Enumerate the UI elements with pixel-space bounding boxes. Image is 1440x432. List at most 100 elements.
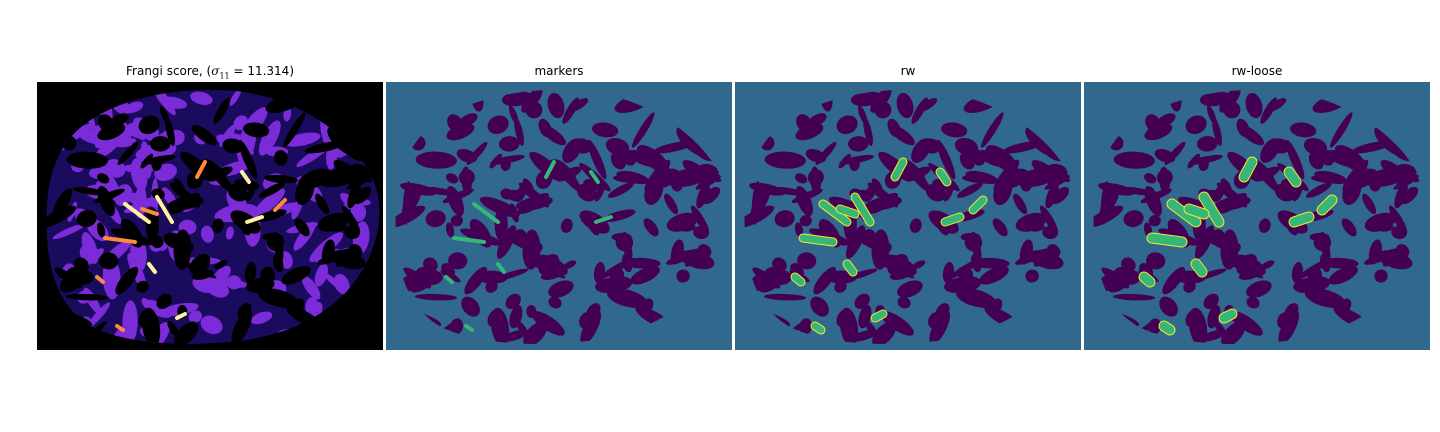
vessel-response: [155, 195, 174, 224]
tissue-region: [446, 173, 459, 184]
tissue-region: [52, 223, 86, 240]
tissue-region: [971, 257, 1010, 269]
vessel-segment: [1184, 204, 1209, 219]
tissue-region: [959, 151, 975, 170]
tissue-region: [849, 157, 860, 171]
tissue-region: [487, 115, 509, 135]
tissue-region: [234, 178, 260, 191]
tissue-region: [751, 181, 761, 225]
tissue-region: [878, 151, 911, 181]
tissue-region: [1144, 123, 1173, 141]
tissue-region: [696, 182, 710, 209]
vessel-segment: [836, 205, 859, 218]
vessel-segment: [1159, 321, 1175, 335]
tissue-region: [980, 112, 1004, 148]
tissue-region: [211, 218, 224, 233]
marker-segment: [444, 275, 454, 284]
tissue-region: [415, 151, 457, 169]
tissue-region: [1374, 126, 1406, 157]
marker-segment: [472, 202, 500, 224]
tissue-region: [1112, 293, 1156, 301]
tissue-region: [580, 309, 602, 344]
tissue-region: [555, 166, 582, 182]
tissue-region: [214, 260, 228, 270]
tissue-region: [1229, 310, 1263, 336]
vessel-segment: [871, 310, 887, 322]
tissue-region: [838, 153, 852, 169]
tissue-region: [1194, 225, 1215, 259]
tissue-region: [458, 169, 475, 186]
tissue-region: [526, 241, 543, 255]
title-value: = 11.314): [229, 64, 294, 78]
tissue-region: [97, 123, 126, 141]
vessel-response: [103, 236, 137, 244]
tissue-region: [150, 136, 171, 152]
tissue-region: [836, 115, 858, 135]
vessel-segment: [811, 322, 825, 334]
tissue-region: [402, 181, 412, 225]
tissue-region: [140, 153, 154, 169]
tissue-region: [1144, 173, 1157, 184]
tissue-region: [509, 304, 523, 329]
tissue-region: [875, 241, 892, 255]
vessel-segment: [1239, 157, 1257, 182]
tissue-region: [794, 222, 804, 238]
tissue-region: [180, 151, 213, 181]
tissue-region: [587, 139, 607, 180]
tissue-region: [929, 309, 951, 344]
tissue-region: [188, 310, 203, 323]
tissue-region: [305, 296, 319, 317]
tissue-region: [281, 266, 311, 285]
vessel-segment: [1139, 272, 1155, 287]
tissue-region: [231, 309, 253, 344]
marker-segment: [594, 215, 613, 224]
tissue-region: [500, 157, 511, 171]
tissue-region: [445, 222, 455, 238]
tissue-region: [548, 296, 562, 309]
tissue-region: [514, 117, 524, 146]
tissue-region: [282, 112, 306, 148]
tissue-region: [1266, 98, 1287, 112]
tissue-region: [1199, 329, 1228, 342]
tissue-region: [489, 153, 503, 169]
tissue-region: [263, 174, 299, 184]
tissue-region: [266, 233, 285, 252]
tissue-region: [485, 280, 498, 293]
tissue-region: [896, 92, 914, 119]
tissue-region: [446, 123, 475, 141]
panel-title-frangi: Frangi score, (σ11 = 11.314): [37, 63, 383, 84]
sigma-symbol: σ11: [211, 64, 230, 81]
tissue-region: [200, 315, 223, 335]
tissue-region: [928, 312, 943, 329]
tissue-region: [205, 279, 229, 298]
tissue-region: [350, 203, 367, 222]
vessel-segment: [1219, 309, 1237, 323]
tissue-region: [845, 225, 866, 259]
tissue-region: [246, 277, 275, 293]
tissue-region: [1219, 89, 1241, 113]
tissue-region: [226, 275, 242, 290]
tissue-region: [1320, 257, 1359, 269]
tissue-region: [1187, 153, 1201, 169]
tissue-region: [138, 308, 154, 327]
tissue-region: [1342, 159, 1369, 192]
tissue-region: [487, 308, 503, 327]
tissue-region: [1028, 250, 1064, 270]
tissue-region: [1305, 182, 1332, 198]
tissue-region: [979, 266, 1009, 285]
tissue-region: [911, 138, 931, 163]
tissue-region: [601, 276, 633, 293]
tissue-region: [459, 113, 478, 127]
tissue-region: [1329, 112, 1353, 148]
tissue-region: [696, 163, 719, 179]
tissue-region: [1123, 210, 1144, 228]
tissue-region: [189, 254, 211, 275]
tissue-region: [177, 241, 194, 255]
tissue-region: [679, 250, 715, 270]
tissue-region: [330, 250, 366, 270]
tissue-region: [1303, 137, 1328, 156]
vessel-response: [147, 262, 157, 274]
tissue-region: [1246, 296, 1260, 309]
tissue-region: [509, 203, 519, 223]
tissue-region: [834, 280, 847, 293]
